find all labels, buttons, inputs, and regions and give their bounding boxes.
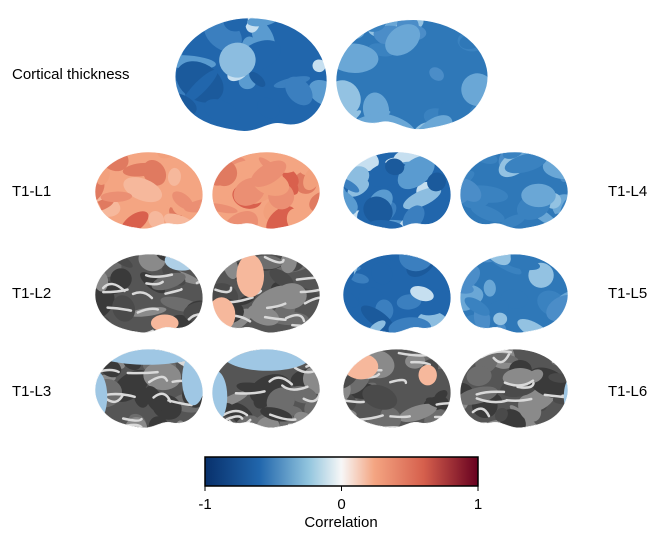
brain	[449, 324, 598, 440]
row-label: T1-L5	[608, 285, 647, 302]
brain	[186, 215, 354, 345]
colorbar-title: Correlation	[304, 514, 377, 531]
brain	[438, 124, 590, 232]
colorbar-tick-label: 1	[474, 496, 482, 513]
row-label: T1-L4	[608, 183, 647, 200]
colorbar-tick-label: 0	[337, 496, 345, 513]
row-label: T1-L3	[12, 383, 51, 400]
brain	[320, 0, 501, 165]
brain-maps	[58, 0, 597, 463]
row-label: T1-L2	[12, 285, 51, 302]
row-label: T1-L1	[12, 183, 51, 200]
colorbar-tick-label: -1	[198, 496, 211, 513]
colorbar	[205, 457, 478, 486]
brain	[58, 230, 225, 363]
brain	[62, 116, 227, 259]
brain	[314, 316, 469, 443]
brain	[136, 0, 343, 170]
brain	[188, 335, 334, 463]
figure: Cortical thickness T1-L1 T1-L2 T1-L3 T1-…	[0, 0, 659, 534]
brain	[316, 125, 474, 242]
colorbar-ticks: -1 0 1	[198, 486, 482, 513]
brain	[203, 115, 346, 253]
brain	[318, 227, 473, 363]
row-label: Cortical thickness	[12, 66, 130, 83]
row-label: T1-L6	[608, 383, 647, 400]
